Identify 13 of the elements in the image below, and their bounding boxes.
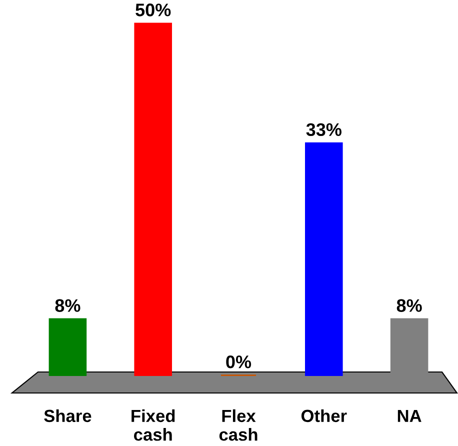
- x-tick-label: Share: [44, 409, 92, 422]
- data-label: 33%: [306, 123, 342, 136]
- x-tick-label: Fixed cash: [132, 409, 175, 441]
- data-label: 8%: [55, 299, 80, 312]
- bar: [305, 142, 343, 376]
- data-label: 0%: [226, 355, 252, 368]
- x-tick-label: NA: [398, 410, 422, 422]
- bar: [134, 22, 172, 376]
- data-label: 50%: [136, 4, 171, 16]
- x-tick-label: Other: [301, 409, 347, 422]
- bar: [48, 318, 87, 376]
- data-label: 8%: [396, 299, 422, 312]
- x-tick-label: Flex cash: [219, 409, 258, 441]
